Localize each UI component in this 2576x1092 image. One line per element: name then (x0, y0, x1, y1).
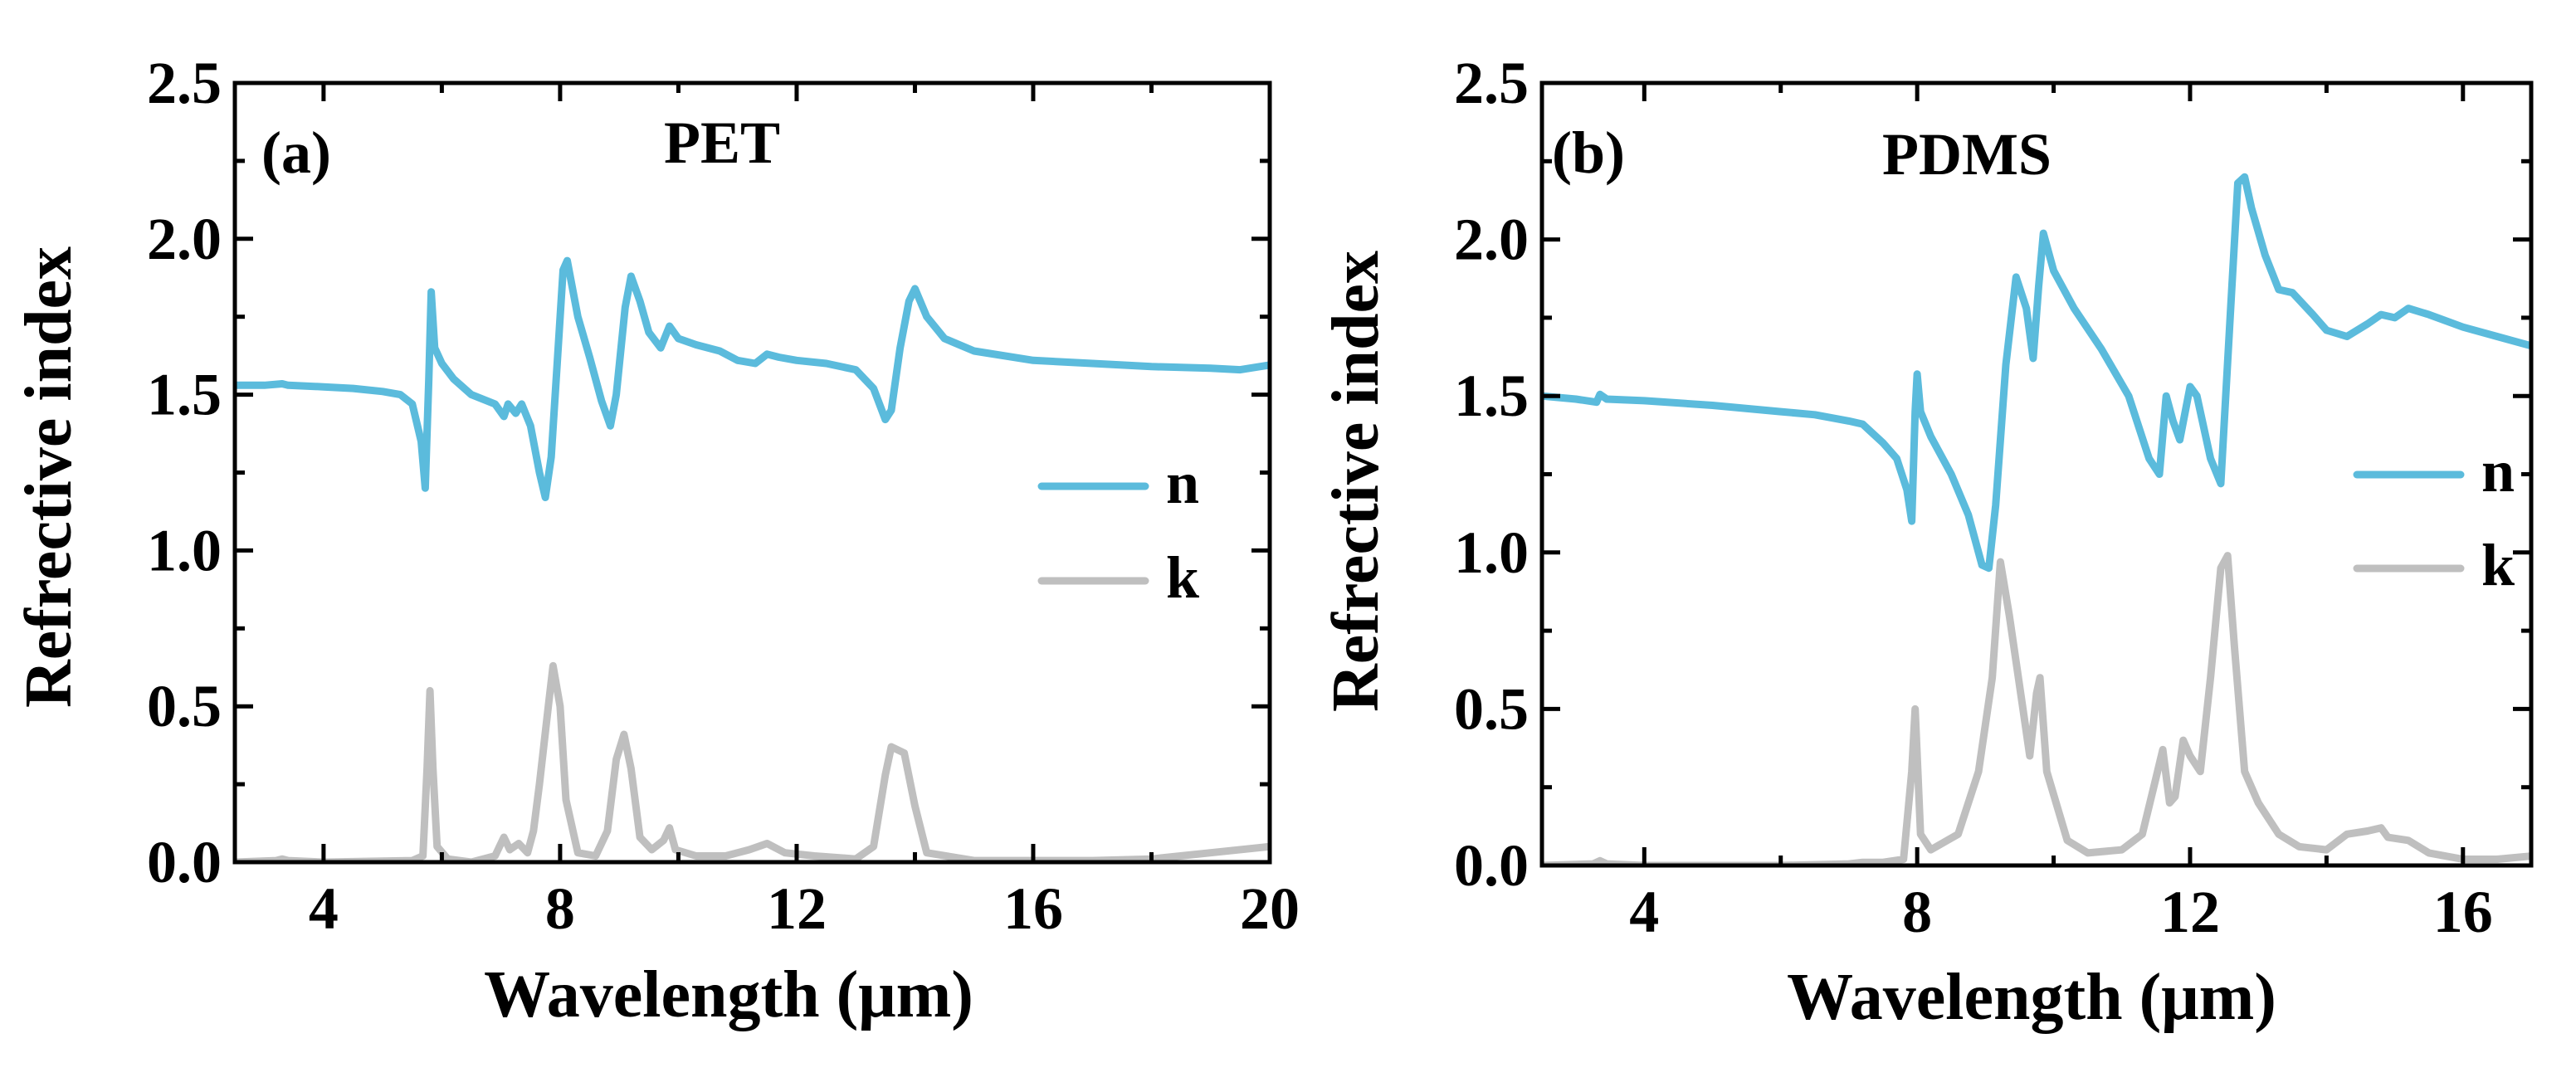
panel-label: (a) (261, 119, 331, 186)
x-tick-label: 16 (2433, 879, 2493, 945)
x-tick-label: 12 (767, 875, 827, 942)
panel-label: (b) (1552, 119, 1625, 186)
legend-label-k: k (1166, 544, 1199, 611)
y-axis-title: Refrective index (12, 246, 85, 708)
y-tick-label: 0.5 (1454, 675, 1529, 742)
chart-title: PET (664, 110, 780, 176)
tick-marks (235, 80, 1272, 865)
chart-title: PDMS (1882, 121, 2052, 188)
x-tick-label: 4 (1629, 879, 1659, 945)
y-axis-title: Refrective index (1320, 251, 1393, 712)
y-tick-label: 1.0 (147, 517, 222, 583)
k-layer (235, 661, 1270, 862)
y-tick-label: 1.5 (147, 362, 222, 428)
x-tick-labels: 4 8 12 16 20 (309, 875, 1300, 942)
x-tick-labels: 4 8 12 16 (1629, 879, 2492, 945)
legend: n k (1037, 450, 1199, 611)
tick-marks (1542, 80, 2531, 868)
x-axis-title: Wavelength (μm) (484, 958, 973, 1031)
y-tick-label: 1.5 (1454, 363, 1529, 429)
panel-a: 4 8 12 16 20 0.00.51.01.52.02.5 (a) PET n k … (12, 50, 1300, 1031)
n-layer (1542, 173, 2531, 573)
x-tick-label: 16 (1003, 875, 1063, 942)
legend: n k (2353, 438, 2515, 598)
y-tick-label: 2.0 (1454, 207, 1529, 273)
series-n-line (1542, 173, 2531, 573)
n-layer (235, 256, 1270, 501)
legend-label-k: k (2481, 532, 2515, 598)
x-tick-label: 8 (1902, 879, 1932, 945)
k-layer (1542, 552, 2531, 865)
y-tick-labels: 0.0 0.5 1.0 1.5 2.0 2.5 (147, 50, 222, 895)
panel-b: 4 8 12 16 0.0 0.5 1.0 1.5 2.0 2.5 (b) PDMS n k W… (1320, 50, 2534, 1034)
legend-label-n: n (2481, 438, 2515, 505)
y-tick-labels: 0.0 0.5 1.0 1.5 2.0 2.5 (1454, 50, 1529, 899)
y-tick-label: 0.5 (147, 673, 222, 739)
x-tick-label: 20 (1240, 875, 1300, 942)
y-tick-label: 0.0 (147, 829, 222, 895)
series-n-line (235, 256, 1270, 501)
legend-label-n: n (1166, 450, 1199, 516)
plot-frame (232, 80, 1272, 865)
y-tick-label: 2.5 (1454, 50, 1529, 116)
series-k-line (1542, 552, 2531, 865)
series-k-line (235, 661, 1270, 862)
y-tick-label: 2.0 (147, 206, 222, 272)
y-tick-label: 0.0 (1454, 832, 1529, 899)
x-tick-label: 8 (545, 875, 575, 942)
x-tick-label: 4 (309, 875, 339, 942)
x-axis-title: Wavelength (μm) (1787, 961, 2276, 1034)
y-tick-label: 2.5 (147, 50, 222, 116)
x-tick-label: 12 (2160, 879, 2220, 945)
y-tick-label: 1.0 (1454, 519, 1529, 586)
